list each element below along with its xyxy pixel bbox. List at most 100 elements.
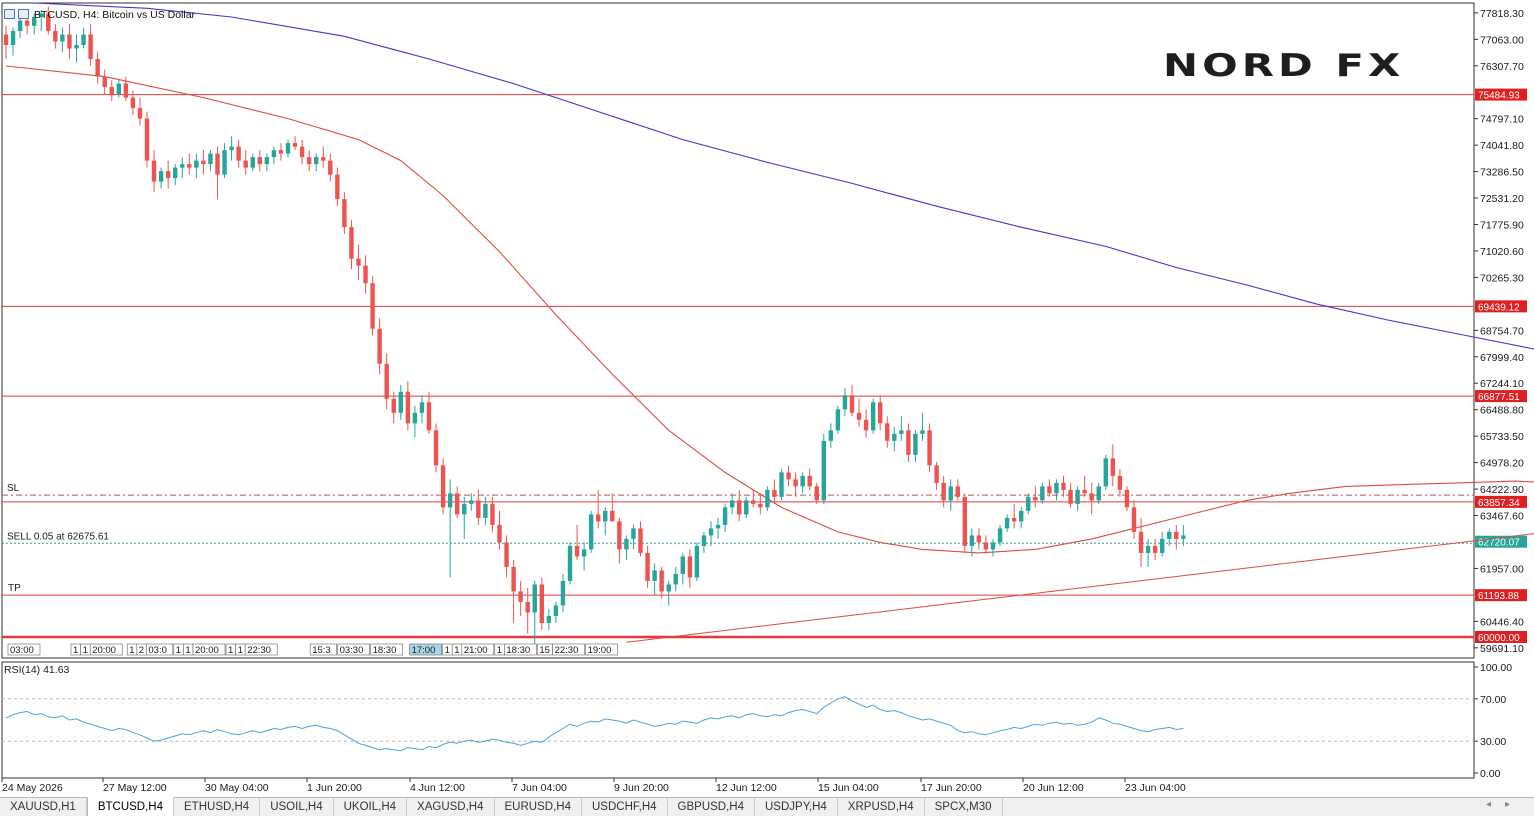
candle-body xyxy=(878,402,883,424)
candle xyxy=(144,111,150,168)
candle xyxy=(426,391,432,434)
candle-body xyxy=(744,500,749,515)
candle-body xyxy=(772,489,777,497)
tab-scroll-arrows[interactable]: ◂▸ xyxy=(1485,799,1524,810)
candle-body xyxy=(1174,531,1179,539)
candle xyxy=(927,423,932,473)
x-tick-label: 27 May 12:00 xyxy=(103,782,167,794)
candle xyxy=(744,496,749,518)
time-marker-box xyxy=(370,643,403,656)
time-marker-label: 1 xyxy=(129,645,134,656)
candle-body xyxy=(983,542,989,550)
time-marker-label: 15:3 xyxy=(312,645,331,656)
candle xyxy=(1117,468,1123,497)
candle-body xyxy=(560,580,566,606)
candle-body xyxy=(701,535,707,546)
candle-body xyxy=(1152,545,1158,553)
candle-body xyxy=(814,486,819,501)
chart-icon xyxy=(4,9,15,19)
candle-body xyxy=(158,171,164,182)
tab-btcusd-h4[interactable]: BTCUSD,H4 xyxy=(86,797,175,816)
time-marker-label: 20:00 xyxy=(195,645,219,656)
y-tick-label: 64222.90 xyxy=(1480,484,1524,496)
candle xyxy=(433,423,439,473)
price-chart: 77818.30 77063.00 76307.70 74797.10 74041.80… xyxy=(1,2,1534,659)
candle xyxy=(398,384,403,420)
candle-body xyxy=(722,507,728,525)
chart-canvas[interactable]: 77818.30 77063.00 76307.70 74797.10 74041.80… xyxy=(0,0,1534,797)
candle xyxy=(997,524,1003,546)
y-tick-label: 76307.70 xyxy=(1480,61,1524,73)
candle-body xyxy=(885,423,890,441)
candle xyxy=(920,412,925,441)
rsi-label: RSI(14) 41.63 xyxy=(4,664,70,676)
candle-body xyxy=(328,160,333,175)
y-tick-label: 70265.30 xyxy=(1480,272,1524,284)
candle-body xyxy=(765,489,770,508)
candle-body xyxy=(208,153,213,165)
candle-body xyxy=(856,412,862,420)
candle xyxy=(715,517,721,539)
candle xyxy=(271,146,277,165)
tab-eurusd-h4[interactable]: EURUSD,H4 xyxy=(495,798,582,816)
candle xyxy=(567,542,573,585)
candle-body xyxy=(708,528,714,536)
x-tick-label: 23 Jun 04:00 xyxy=(1125,782,1186,794)
candle-body xyxy=(835,409,841,431)
tab-gbpusd-h4[interactable]: GBPUSD,H4 xyxy=(668,798,755,816)
candle-body xyxy=(1019,510,1024,522)
level-tag-label: 60000.00 xyxy=(1478,633,1520,644)
candle xyxy=(539,577,544,630)
candle xyxy=(440,458,446,515)
candle-body xyxy=(1167,531,1172,539)
candle xyxy=(962,493,967,553)
candle xyxy=(419,395,425,424)
candle-body xyxy=(292,143,298,147)
candle-body xyxy=(229,146,234,151)
tab-ethusd-h4[interactable]: ETHUSD,H4 xyxy=(174,798,261,816)
candle xyxy=(158,167,164,189)
candle xyxy=(102,69,107,95)
y-tick-label: 63467.60 xyxy=(1480,511,1524,523)
y-tick-label: 67999.40 xyxy=(1480,352,1524,364)
tab-ukoil-h4[interactable]: UKOIL,H4 xyxy=(334,798,408,816)
y-tick-label: 61957.00 xyxy=(1480,563,1524,575)
time-marker-label: 03:30 xyxy=(340,645,364,656)
candle xyxy=(624,535,629,560)
tab-usoil-h4[interactable]: USOIL,H4 xyxy=(260,798,334,816)
candle-body xyxy=(53,31,58,42)
candle-body xyxy=(687,556,693,578)
time-marker-label: 15 xyxy=(539,645,550,656)
y-tick-label: 66488.80 xyxy=(1480,405,1524,417)
candle xyxy=(292,136,298,151)
candle-body xyxy=(990,542,996,550)
candle-body xyxy=(3,34,9,46)
candle-body xyxy=(941,482,946,501)
candle xyxy=(772,479,777,504)
candle xyxy=(405,381,411,431)
tab-usdjpy-h4[interactable]: USDJPY,H4 xyxy=(755,798,838,816)
candle-body xyxy=(821,440,826,501)
time-marker-label: 1 xyxy=(238,645,243,656)
candle xyxy=(257,150,262,172)
y-tick-label: 71775.90 xyxy=(1480,220,1524,232)
tab-xrpusd-h4[interactable]: XRPUSD,H4 xyxy=(838,798,925,816)
tab-xagusd-h4[interactable]: XAGUSD,H4 xyxy=(407,798,495,816)
candle xyxy=(356,244,361,280)
tab-xauusd-h1[interactable]: XAUUSD,H1 xyxy=(0,798,87,816)
candle-body xyxy=(1040,486,1045,501)
candle xyxy=(1040,482,1045,504)
candle-body xyxy=(899,430,904,434)
candle-body xyxy=(88,34,93,60)
candle xyxy=(511,559,516,623)
candle xyxy=(574,524,580,560)
candle xyxy=(116,80,121,98)
candle xyxy=(469,493,474,511)
candle xyxy=(229,136,234,161)
tab-usdchf-h4[interactable]: USDCHF,H4 xyxy=(582,798,668,816)
candle-body xyxy=(215,153,220,175)
tab-spcx-m30[interactable]: SPCX,M30 xyxy=(925,798,1003,816)
y-tick-label: 72531.20 xyxy=(1480,193,1524,205)
candle-body xyxy=(476,500,481,518)
candle-body xyxy=(504,542,509,567)
